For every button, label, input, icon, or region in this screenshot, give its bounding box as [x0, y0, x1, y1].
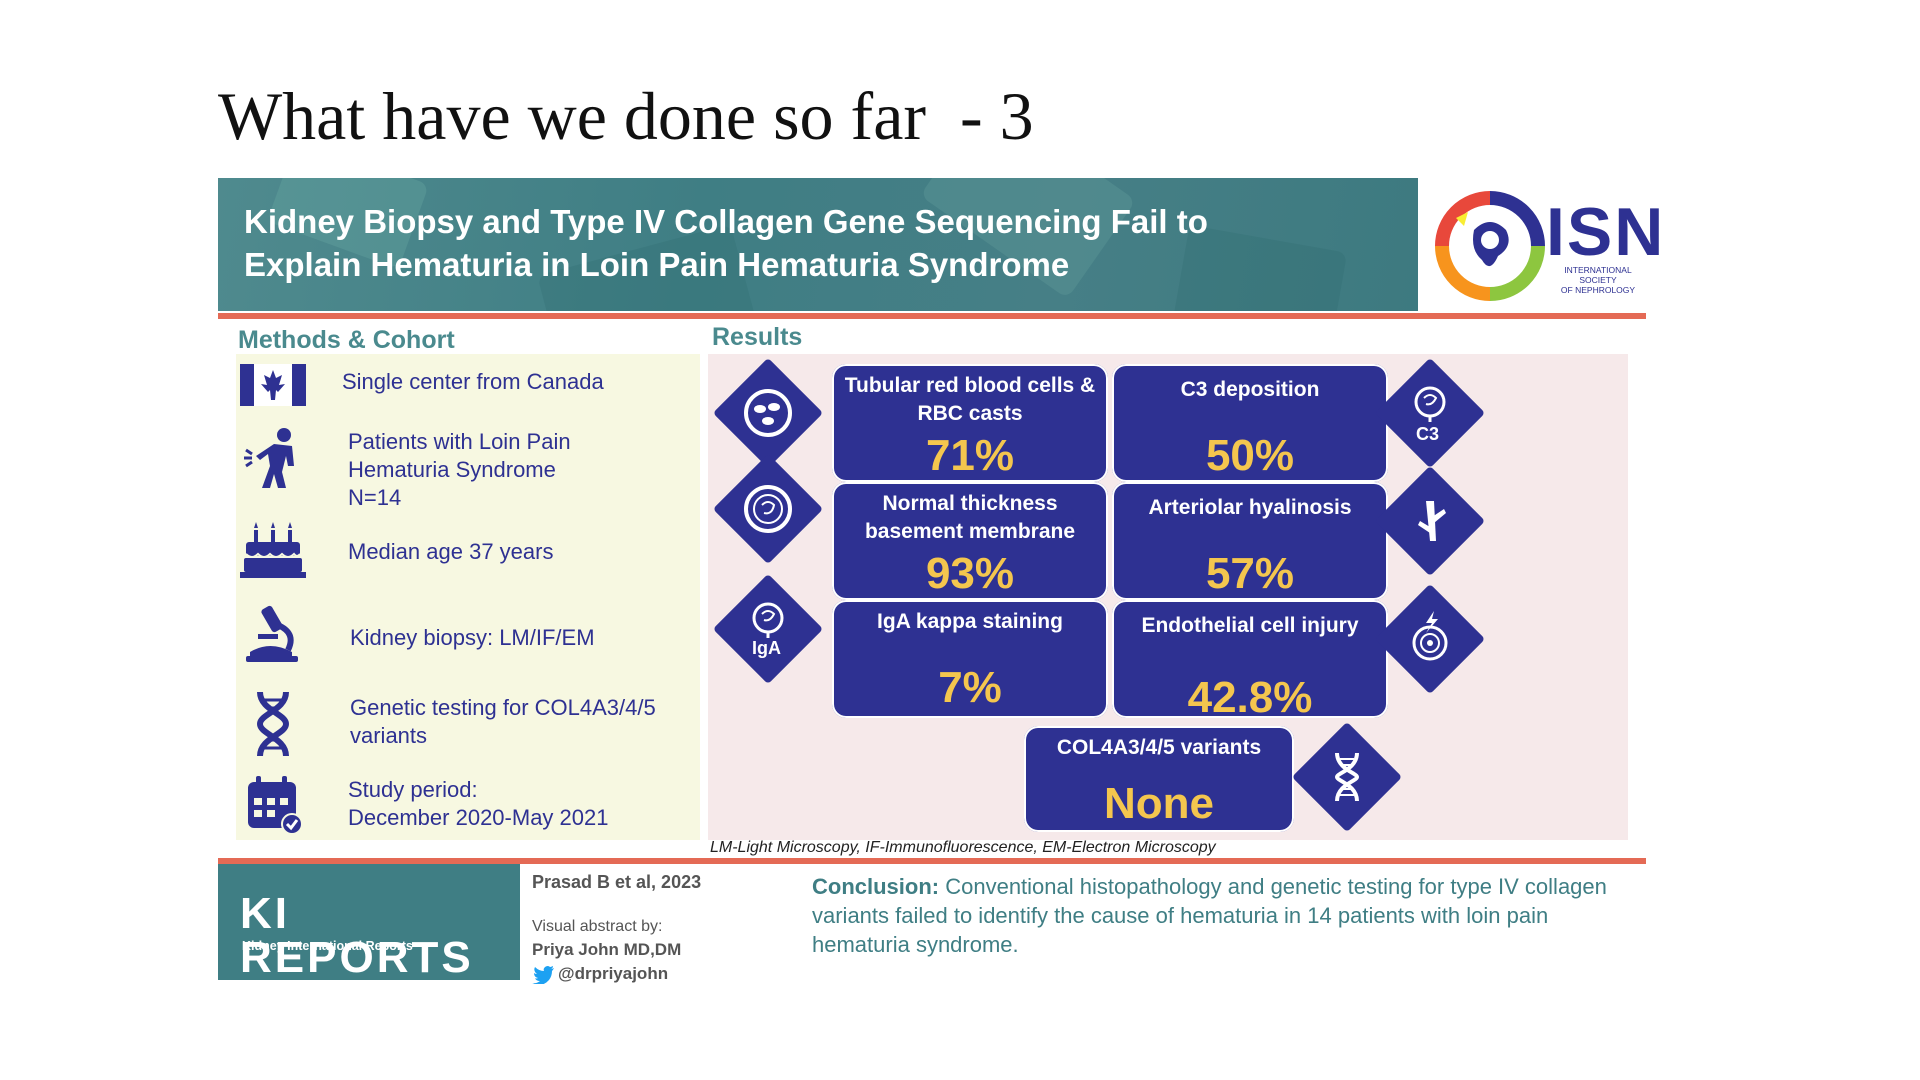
- result-value: 42.8%: [1187, 673, 1313, 722]
- result-label-line: Endothelial cell injury: [1141, 614, 1359, 637]
- conclusion: Conclusion: Conventional histopathology …: [812, 872, 1632, 959]
- methods-panel: Single center from Canada Patients with …: [236, 354, 700, 840]
- isn-letters: ISN: [1546, 194, 1666, 270]
- method-text: Single center from Canada: [342, 368, 604, 396]
- ki-reports-logo: KI REPORTS Kidney International Reports: [218, 864, 520, 980]
- result-label: Endothelial cell injury: [1112, 612, 1388, 640]
- citation: Prasad B et al, 2023: [532, 872, 702, 892]
- result-label: IgA kappa staining: [832, 608, 1108, 636]
- ki-reports-title: KI REPORTS: [240, 889, 474, 982]
- method-text: Study period: December 2020-May 2021: [348, 776, 608, 832]
- method-item-genetic: Genetic testing for COL4A3/4/5 variants: [236, 684, 700, 764]
- method-line: N=14: [348, 485, 402, 510]
- dna-icon: [1334, 752, 1360, 802]
- dna-icon: [256, 691, 290, 757]
- conclusion-text: Conventional histopathology and genetic …: [812, 874, 1607, 957]
- result-label-line: IgA kappa staining: [877, 610, 1063, 633]
- birthday-cake-icon: [240, 522, 306, 578]
- result-label: COL4A3/4/5 variants: [1024, 734, 1294, 762]
- isn-subtitle-line-1: INTERNATIONAL SOCIETY: [1564, 265, 1632, 285]
- result-card: COL4A3/4/5 variants None: [1024, 726, 1294, 832]
- result-value: 71%: [925, 431, 1015, 480]
- results-label: Results: [712, 323, 803, 351]
- method-item-patients: Patients with Loin Pain Hematuria Syndro…: [236, 416, 700, 510]
- method-text: Median age 37 years: [348, 538, 553, 566]
- isn-logo: ISN INTERNATIONAL SOCIETY OF NEPHROLOGY: [1418, 178, 1663, 311]
- method-line: Median age 37 years: [348, 539, 554, 564]
- method-text: Kidney biopsy: LM/IF/EM: [350, 624, 595, 652]
- microscope-icon: [246, 605, 298, 662]
- results-footnote: LM-Light Microscopy, IF-Immunofluorescen…: [710, 839, 1216, 856]
- glomerulus-iga-icon: [752, 602, 784, 638]
- result-value: 93%: [925, 549, 1015, 598]
- method-line: December 2020-May 2021: [348, 805, 609, 830]
- result-label: C3 deposition: [1112, 376, 1388, 404]
- result-value: None: [1104, 779, 1214, 828]
- endothelium-lightning-icon: [1412, 611, 1448, 661]
- result-card: IgA kappa staining 7%: [832, 600, 1108, 718]
- isn-subtitle: INTERNATIONAL SOCIETY OF NEPHROLOGY: [1550, 265, 1646, 295]
- method-text: Patients with Loin Pain Hematuria Syndro…: [348, 428, 571, 512]
- rbc-cells-icon: [744, 389, 792, 437]
- calendar-icon: [248, 776, 303, 835]
- top-rule: [218, 313, 1646, 319]
- isn-subtitle-line-2: OF NEPHROLOGY: [1560, 284, 1636, 295]
- method-text: Genetic testing for COL4A3/4/5 variants: [350, 694, 656, 750]
- ki-reports-subtitle: Kidney International Reports: [242, 939, 413, 953]
- result-card: Tubular red blood cells & RBC casts 71%: [832, 364, 1108, 482]
- method-line: Patients with Loin Pain: [348, 429, 571, 454]
- credit-label: Visual abstract by:: [532, 918, 663, 935]
- result-value: 57%: [1205, 549, 1295, 598]
- method-item-age: Median age 37 years: [236, 514, 700, 590]
- result-label-line: RBC casts: [917, 402, 1023, 425]
- conclusion-label: Conclusion:: [812, 874, 940, 899]
- result-label-line: COL4A3/4/5 variants: [1056, 736, 1262, 759]
- result-card: C3 deposition 50%: [1112, 364, 1388, 482]
- result-label: Tubular red blood cells & RBC casts: [832, 372, 1108, 428]
- result-label-line: Normal thickness: [882, 492, 1058, 515]
- method-line: Study period:: [348, 777, 478, 802]
- method-item-site: Single center from Canada: [236, 354, 700, 412]
- isn-globe-icon: [1435, 191, 1545, 301]
- result-label-line: basement membrane: [864, 520, 1076, 543]
- result-label: Arteriolar hyalinosis: [1112, 494, 1388, 522]
- person-pain-icon: [244, 428, 294, 488]
- abstract-title: Kidney Biopsy and Type IV Collagen Gene …: [244, 200, 1344, 286]
- results-panel: Tubular red blood cells & RBC casts 71% …: [708, 354, 1628, 840]
- canada-flag-icon: [240, 364, 306, 406]
- header-banner: Kidney Biopsy and Type IV Collagen Gene …: [218, 178, 1418, 311]
- glomerulus-icon: [744, 485, 792, 533]
- twitter-bird-icon: [532, 966, 554, 984]
- arteriole-icon: [1418, 501, 1446, 541]
- method-line: Hematuria Syndrome: [348, 457, 556, 482]
- result-value: 7%: [938, 663, 1002, 712]
- abstract-title-line-1: Kidney Biopsy and Type IV Collagen Gene …: [244, 203, 1208, 240]
- method-line: variants: [350, 723, 428, 748]
- method-item-period: Study period: December 2020-May 2021: [236, 768, 700, 840]
- visual-abstract: Kidney Biopsy and Type IV Collagen Gene …: [218, 178, 1663, 984]
- method-line: Kidney biopsy: LM/IF/EM: [350, 625, 595, 650]
- icon-label-iga: IgA: [752, 638, 781, 658]
- twitter-handle[interactable]: @drpriyajohn: [558, 964, 669, 983]
- result-card: Normal thickness basement membrane 93%: [832, 482, 1108, 600]
- result-card: Arteriolar hyalinosis 57%: [1112, 482, 1388, 600]
- slide-title: What have we done so far - 3: [218, 78, 1034, 154]
- methods-label: Methods & Cohort: [238, 326, 455, 354]
- method-item-biopsy: Kidney biopsy: LM/IF/EM: [236, 598, 700, 670]
- glomerulus-c3-icon: [1414, 386, 1446, 422]
- credit-name: Priya John MD,DM: [532, 940, 682, 959]
- result-label-line: Arteriolar hyalinosis: [1148, 496, 1352, 519]
- bottom-rule: [218, 858, 1646, 864]
- result-label: Normal thickness basement membrane: [832, 490, 1108, 546]
- result-label-line: C3 deposition: [1180, 378, 1320, 401]
- abstract-title-line-2: Explain Hematuria in Loin Pain Hematuria…: [244, 246, 1070, 283]
- result-value: 50%: [1205, 431, 1295, 480]
- method-line: Single center from Canada: [342, 369, 604, 394]
- result-card: Endothelial cell injury 42.8%: [1112, 600, 1388, 722]
- icon-label-c3: C3: [1416, 424, 1440, 444]
- method-line: Genetic testing for COL4A3/4/5: [350, 695, 656, 720]
- result-label-line: Tubular red blood cells &: [844, 374, 1096, 397]
